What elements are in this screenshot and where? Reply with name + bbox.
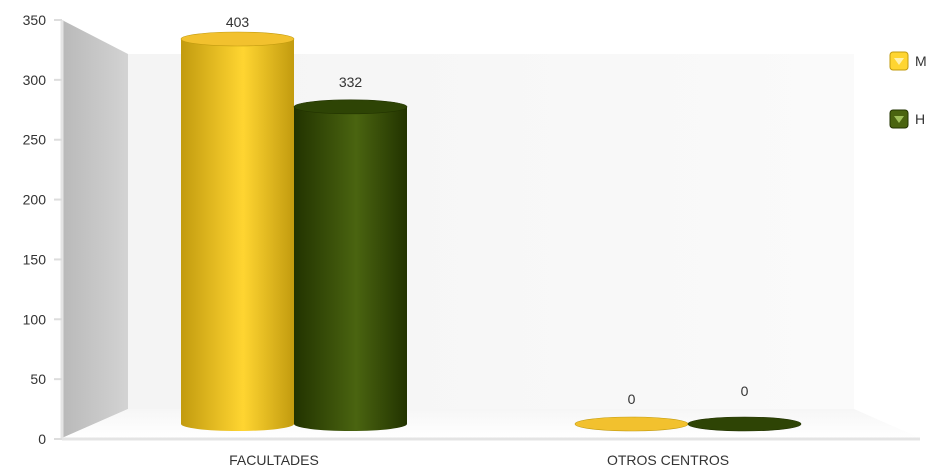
- y-tick-label: 200: [23, 192, 47, 208]
- y-tick-label: 250: [23, 132, 47, 148]
- legend-label: H: [915, 111, 925, 127]
- data-label: 403: [226, 14, 250, 30]
- bar: [180, 31, 295, 431]
- legend: MH: [889, 51, 927, 129]
- data-labels: 403 332 0 0: [226, 14, 749, 407]
- bar-top: [687, 416, 802, 432]
- y-tick-label: 100: [23, 311, 47, 327]
- legend-marker: [894, 116, 904, 123]
- y-tick-label: 350: [23, 12, 47, 28]
- bar-top: [574, 416, 689, 432]
- y-tick-label: 50: [30, 371, 46, 387]
- bar: [574, 416, 689, 432]
- bar: [293, 99, 408, 431]
- legend-marker: [894, 58, 904, 65]
- x-axis-labels: FACULTADES OTROS CENTROS: [229, 452, 729, 468]
- y-axis-ticks: 0 50 100 150 200 250 300 350: [23, 12, 62, 447]
- bar-top: [180, 31, 295, 47]
- data-label: 0: [628, 391, 636, 407]
- bars: [180, 31, 802, 432]
- x-tick-label: OTROS CENTROS: [607, 452, 729, 468]
- bar-body: [181, 39, 294, 431]
- data-label: 332: [339, 74, 363, 90]
- data-label: 0: [741, 383, 749, 399]
- side-wall: [62, 20, 128, 438]
- y-tick-label: 0: [38, 431, 46, 447]
- bar-body: [294, 106, 407, 431]
- legend-item: M: [889, 51, 927, 71]
- x-tick-label: FACULTADES: [229, 452, 319, 468]
- bar: [687, 416, 802, 432]
- y-tick-label: 300: [23, 72, 47, 88]
- legend-item: H: [889, 109, 925, 129]
- bar-top: [293, 99, 408, 115]
- legend-label: M: [915, 53, 927, 69]
- y-tick-label: 150: [23, 251, 47, 267]
